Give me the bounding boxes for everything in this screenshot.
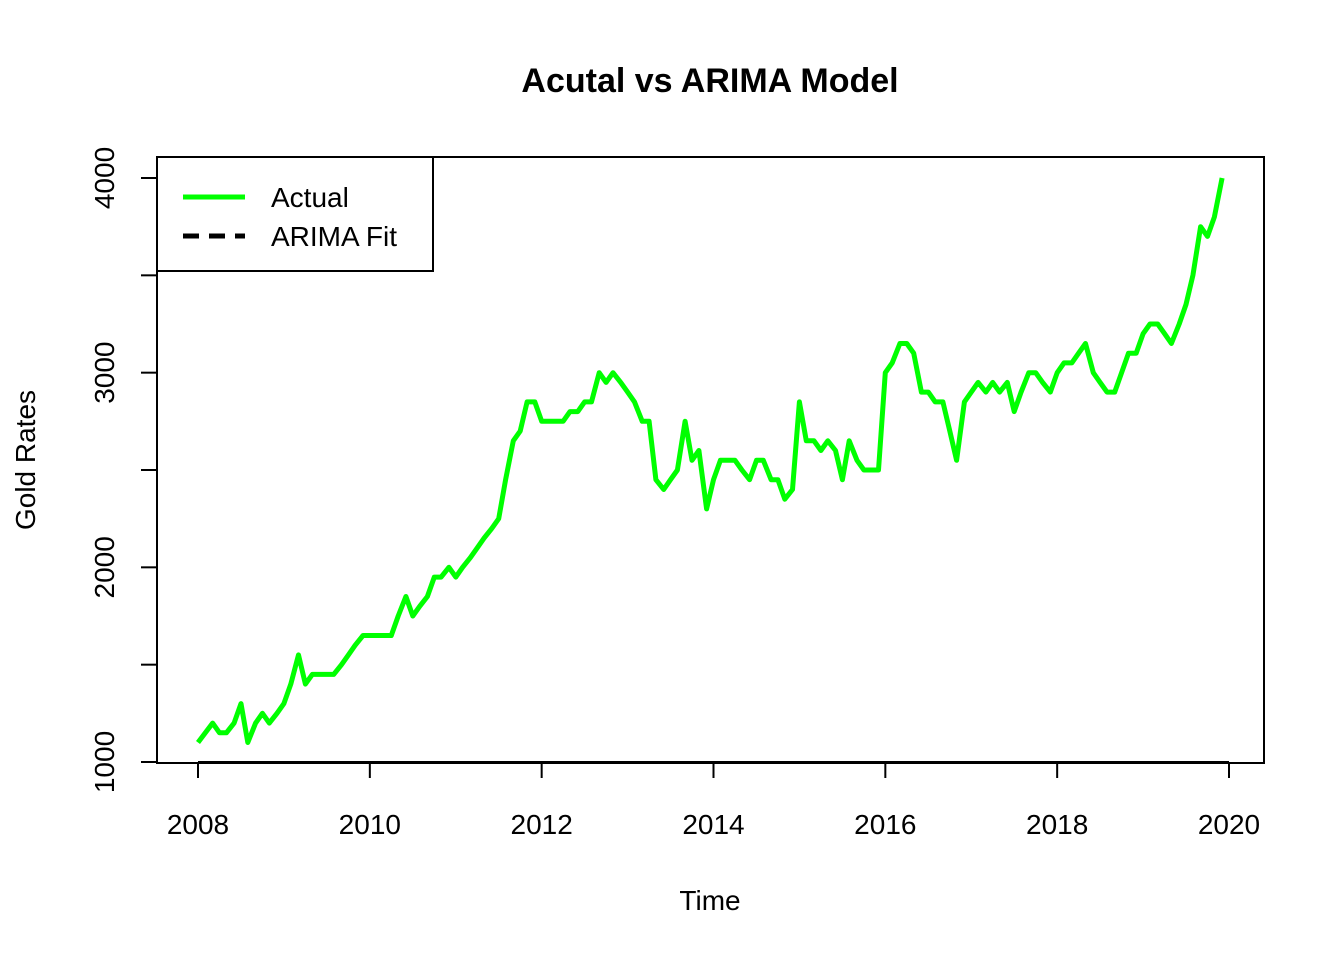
x-axis: 2008 2010 2012 2014 2016 2018 2020: [167, 761, 1260, 840]
y-tick-label: 3000: [89, 342, 120, 404]
y-axis-title: Gold Rates: [10, 390, 41, 530]
y-tick-label: 1000: [89, 731, 120, 793]
legend-box: [156, 156, 434, 272]
x-tick-label: 2016: [854, 809, 916, 840]
legend: Actual ARIMA Fit: [156, 156, 434, 272]
x-tick-label: 2014: [682, 809, 744, 840]
series-layer: [196, 177, 1225, 745]
x-axis-title: Time: [679, 885, 740, 916]
y-tick-label: 4000: [89, 147, 120, 209]
legend-label-actual: Actual: [271, 182, 349, 213]
y-axis: 1000 2000 3000 4000: [89, 147, 158, 793]
x-tick-label: 2008: [167, 809, 229, 840]
x-tick-label: 2018: [1026, 809, 1088, 840]
x-tick-label: 2012: [511, 809, 573, 840]
legend-label-arima-fit: ARIMA Fit: [271, 221, 397, 252]
series-line-actual: [196, 177, 1225, 745]
chart-title: Acutal vs ARIMA Model: [521, 62, 898, 100]
x-tick-label: 2020: [1198, 809, 1260, 840]
x-tick-label: 2010: [339, 809, 401, 840]
y-tick-label: 2000: [89, 536, 120, 598]
